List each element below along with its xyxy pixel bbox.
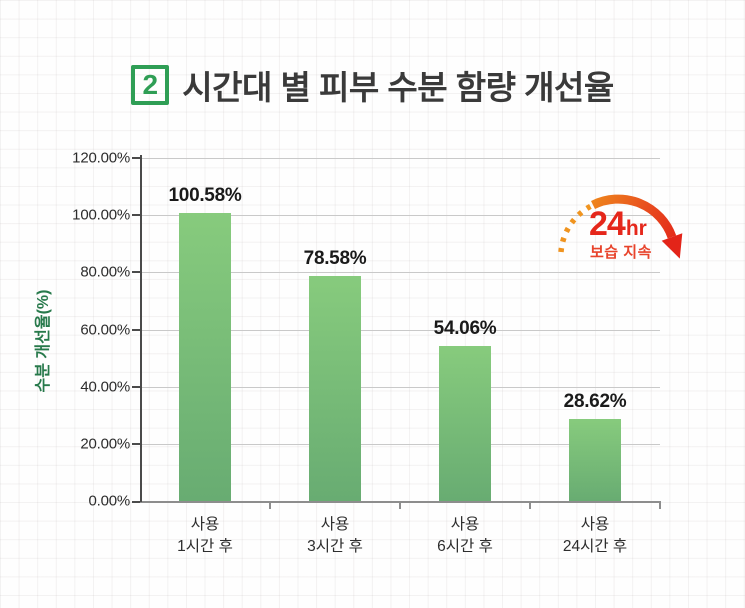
x-tickmark bbox=[399, 503, 401, 509]
annotation-hours: 24 bbox=[589, 205, 626, 243]
y-tickmark bbox=[132, 443, 140, 445]
chart-header: 2 시간대 별 피부 수분 함량 개선율 bbox=[0, 61, 745, 109]
y-tickmark bbox=[132, 214, 140, 216]
gridline-80 bbox=[141, 272, 660, 273]
x-label-line1: 사용 bbox=[580, 516, 610, 533]
y-tickmark bbox=[132, 501, 140, 503]
x-tick-label-3h: 사용 3시간 후 bbox=[307, 514, 363, 559]
y-tickmark bbox=[132, 271, 140, 273]
24hr-arc-arrow-icon bbox=[558, 194, 683, 259]
bar-group-6h: 54.06% bbox=[410, 318, 520, 501]
bar-group-24h: 28.62% bbox=[540, 391, 650, 501]
y-tick-label: 100.00% bbox=[72, 206, 130, 224]
gridline-40 bbox=[141, 387, 660, 388]
gridline-100 bbox=[141, 215, 660, 216]
x-tick-label-6h: 사용 6시간 후 bbox=[437, 514, 493, 559]
y-axis-line bbox=[140, 155, 142, 502]
x-tickmark bbox=[659, 503, 661, 509]
bar-usage-24h bbox=[569, 419, 621, 501]
annotation-24hr: 24 hr 보습 지속 bbox=[548, 186, 698, 276]
bar-usage-3h bbox=[309, 276, 361, 501]
x-label-line1: 사용 bbox=[450, 516, 480, 533]
y-tick-label: 80.00% bbox=[80, 263, 130, 281]
section-number-badge: 2 bbox=[131, 65, 170, 105]
page-title: 시간대 별 피부 수분 함량 개선율 bbox=[182, 69, 614, 106]
x-label-line1: 사용 bbox=[190, 516, 220, 533]
annotation-unit: hr bbox=[625, 217, 647, 240]
bar-value-label: 78.58% bbox=[303, 248, 367, 269]
x-label-line2: 3시간 후 bbox=[307, 538, 363, 556]
y-tick-label: 0.00% bbox=[88, 492, 130, 510]
bar-usage-6h bbox=[439, 346, 491, 501]
y-tickmark bbox=[132, 386, 140, 388]
bar-value-label: 54.06% bbox=[433, 318, 497, 339]
x-tickmark bbox=[529, 503, 531, 509]
x-tick-label-1h: 사용 1시간 후 bbox=[177, 514, 233, 559]
gridline-120 bbox=[141, 158, 660, 159]
x-label-line2: 24시간 후 bbox=[562, 538, 628, 556]
bar-value-label: 100.58% bbox=[168, 185, 242, 206]
gridline-20 bbox=[141, 444, 660, 445]
x-axis-line bbox=[140, 501, 661, 503]
x-label-line2: 1시간 후 bbox=[177, 538, 233, 556]
gridline-60 bbox=[141, 330, 660, 331]
y-tick-label: 60.00% bbox=[80, 321, 130, 339]
y-tickmark bbox=[132, 157, 140, 159]
bar-group-3h: 78.58% bbox=[280, 248, 390, 501]
annotation-caption: 보습 지속 bbox=[590, 244, 652, 261]
annotation-24hr-text: 24 hr bbox=[589, 207, 647, 241]
y-tickmark bbox=[132, 329, 140, 331]
y-tick-label: 120.00% bbox=[72, 149, 130, 167]
x-label-line2: 6시간 후 bbox=[437, 538, 493, 556]
y-axis-title: 수분 개선율(%) bbox=[35, 289, 52, 393]
bar-value-label: 28.62% bbox=[563, 391, 627, 412]
y-tick-label: 20.00% bbox=[80, 435, 130, 453]
bar-usage-1h bbox=[179, 213, 231, 501]
x-label-line1: 사용 bbox=[320, 516, 350, 533]
y-tick-label: 40.00% bbox=[80, 378, 130, 396]
bar-group-1h: 100.58% bbox=[150, 185, 260, 501]
x-tickmark bbox=[269, 503, 271, 509]
x-tick-label-24h: 사용 24시간 후 bbox=[563, 514, 627, 559]
